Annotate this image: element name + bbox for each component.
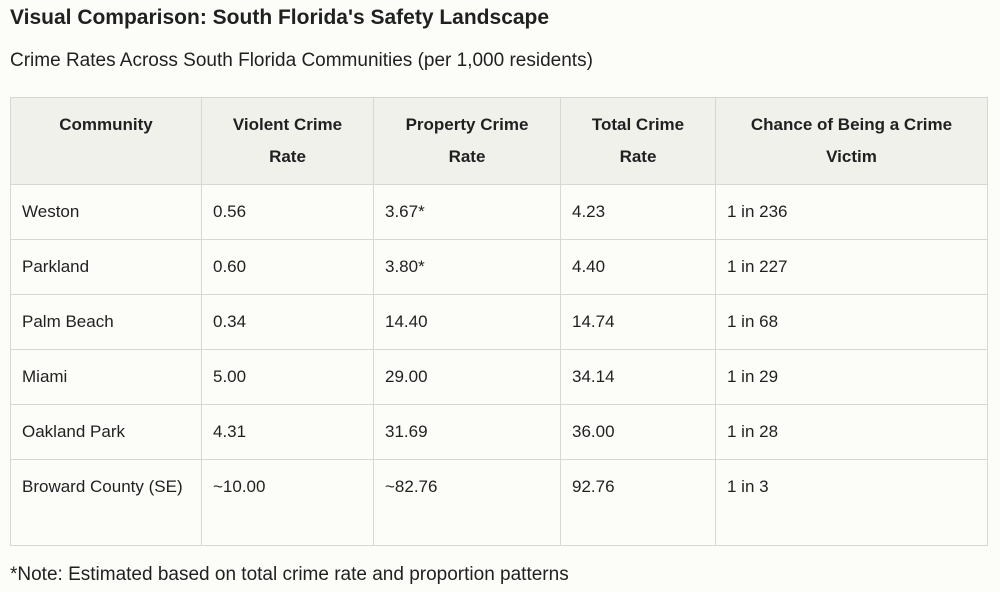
cell-community: Oakland Park: [10, 404, 202, 460]
cell-community: Weston: [10, 184, 202, 240]
cell-violent-rate: 0.60: [201, 239, 374, 295]
footnote: *Note: Estimated based on total crime ra…: [10, 564, 569, 585]
cell-victim-chance: 1 in 3: [715, 459, 988, 546]
table-row: Broward County (SE) ~10.00 ~82.76 92.76 …: [10, 459, 988, 546]
cell-property-rate: 3.67*: [373, 184, 561, 240]
cell-property-rate: 29.00: [373, 349, 561, 405]
cell-community: Miami: [10, 349, 202, 405]
cell-property-rate: 31.69: [373, 404, 561, 460]
cell-victim-chance: 1 in 236: [715, 184, 988, 240]
table-header-row: Community Violent Crime Rate Property Cr…: [10, 97, 988, 185]
table-row: Parkland 0.60 3.80* 4.40 1 in 227: [10, 239, 988, 295]
cell-violent-rate: ~10.00: [201, 459, 374, 546]
cell-property-rate: 3.80*: [373, 239, 561, 295]
cell-total-rate: 92.76: [560, 459, 716, 546]
crime-rates-table: Community Violent Crime Rate Property Cr…: [10, 97, 988, 546]
cell-community: Parkland: [10, 239, 202, 295]
cell-victim-chance: 1 in 29: [715, 349, 988, 405]
header-total-crime-rate: Total Crime Rate: [560, 97, 716, 185]
cell-violent-rate: 4.31: [201, 404, 374, 460]
header-violent-crime-rate: Violent Crime Rate: [201, 97, 374, 185]
table-row: Miami 5.00 29.00 34.14 1 in 29: [10, 349, 988, 405]
cell-property-rate: 14.40: [373, 294, 561, 350]
cell-total-rate: 4.40: [560, 239, 716, 295]
cell-violent-rate: 0.34: [201, 294, 374, 350]
table-caption: Crime Rates Across South Florida Communi…: [10, 50, 593, 71]
cell-property-rate: ~82.76: [373, 459, 561, 546]
cell-total-rate: 4.23: [560, 184, 716, 240]
cell-community: Palm Beach: [10, 294, 202, 350]
cell-victim-chance: 1 in 28: [715, 404, 988, 460]
page-heading: Visual Comparison: South Florida's Safet…: [10, 6, 550, 29]
cell-victim-chance: 1 in 227: [715, 239, 988, 295]
cell-community: Broward County (SE): [10, 459, 202, 546]
table-row: Weston 0.56 3.67* 4.23 1 in 236: [10, 184, 988, 240]
table-row: Oakland Park 4.31 31.69 36.00 1 in 28: [10, 404, 988, 460]
cell-total-rate: 36.00: [560, 404, 716, 460]
cell-violent-rate: 0.56: [201, 184, 374, 240]
table-row: Palm Beach 0.34 14.40 14.74 1 in 68: [10, 294, 988, 350]
header-community: Community: [10, 97, 202, 185]
header-property-crime-rate: Property Crime Rate: [373, 97, 561, 185]
cell-victim-chance: 1 in 68: [715, 294, 988, 350]
cell-total-rate: 34.14: [560, 349, 716, 405]
header-victim-chance: Chance of Being a Crime Victim: [715, 97, 988, 185]
cell-total-rate: 14.74: [560, 294, 716, 350]
cell-violent-rate: 5.00: [201, 349, 374, 405]
